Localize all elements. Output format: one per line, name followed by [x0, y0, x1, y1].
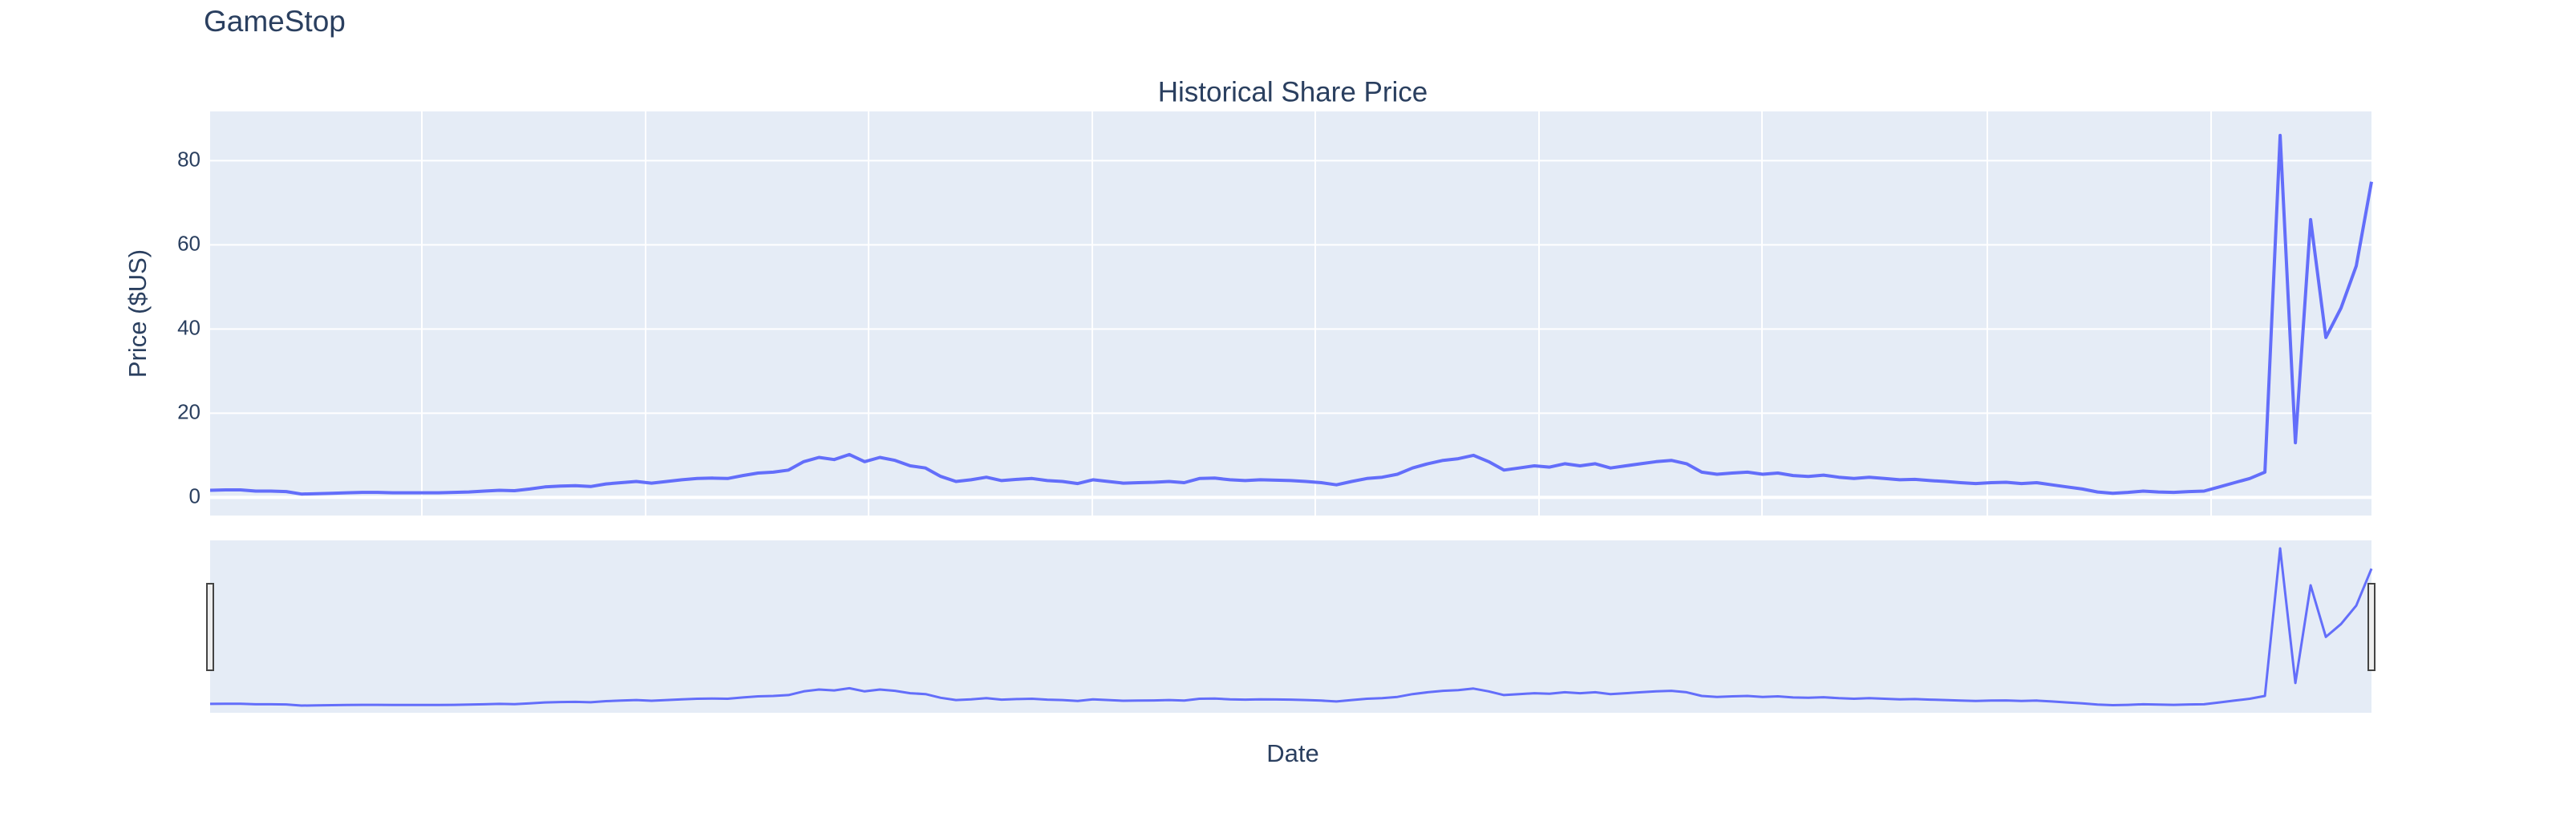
page-title: GameStop	[204, 5, 346, 38]
y-tick-label: 40	[177, 315, 200, 339]
range-handle-right[interactable]	[2367, 583, 2376, 671]
price-line	[209, 133, 2373, 496]
y-tick-label: 20	[177, 399, 200, 423]
y-axis-title: Price ($US)	[124, 249, 152, 378]
range-handle-left[interactable]	[206, 583, 214, 671]
y-tick-label: 60	[177, 231, 200, 255]
x-grid	[421, 111, 2212, 516]
slider-line	[209, 547, 2373, 707]
plot-area	[210, 111, 2371, 516]
chart-title: Historical Share Price	[1158, 76, 1428, 107]
y-tick-label: 80	[177, 147, 200, 171]
range-slider[interactable]	[210, 540, 2371, 713]
x-axis-title: Date	[1266, 739, 1318, 767]
y-tick-label: 0	[189, 483, 200, 508]
